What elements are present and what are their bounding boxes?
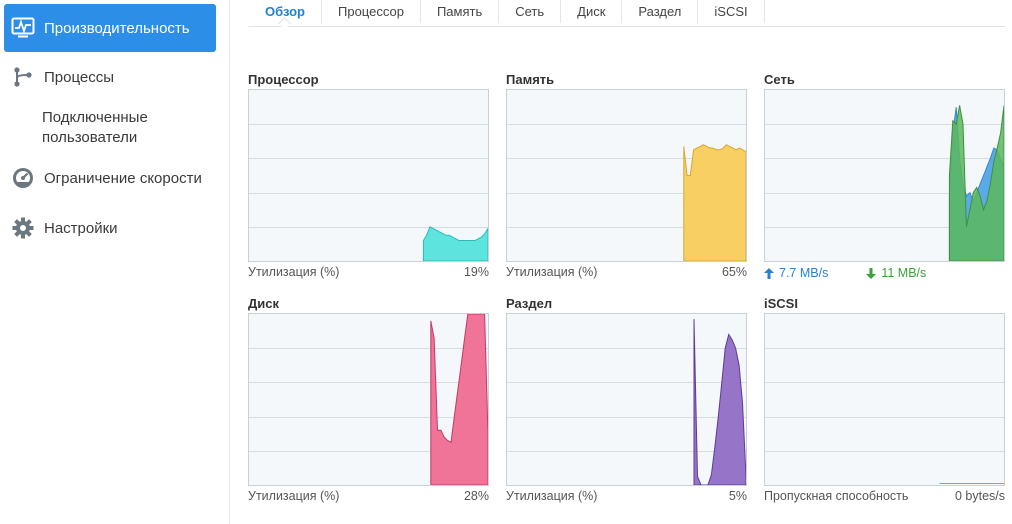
tab-overview[interactable]: Обзор	[249, 0, 322, 23]
tab-disk[interactable]: Диск	[561, 0, 623, 23]
footer-value: 0 bytes/s	[954, 489, 1005, 503]
footer-value: 28%	[463, 489, 489, 503]
cpu-area	[422, 226, 488, 261]
memory-chart-svg	[507, 124, 746, 261]
footer-value: 19%	[463, 265, 489, 279]
sidebar-item-label: Настройки	[44, 219, 118, 237]
memory-chart	[506, 89, 747, 262]
main-content: Обзор Процессор Память Сеть Диск Раздел …	[231, 0, 1012, 524]
cpu-chart	[248, 89, 489, 262]
tab-network[interactable]: Сеть	[499, 0, 562, 23]
disk-chart-svg	[249, 314, 488, 485]
panel-footer: Утилизация (%) 19%	[248, 265, 489, 281]
panel-footer: Утилизация (%) 5%	[506, 489, 747, 505]
memory-area	[683, 144, 746, 261]
network-chart	[764, 89, 1005, 262]
upload-rate: 7.7 MB/s	[764, 265, 828, 281]
network-chart-svg	[765, 105, 1004, 261]
sidebar: Производительность Процессы Подключенные…	[0, 0, 230, 524]
speedometer-icon	[10, 165, 36, 191]
iscsi-chart-svg	[765, 348, 1004, 484]
panel-footer: Утилизация (%) 65%	[506, 265, 747, 281]
footer-label: Пропускная способность	[764, 489, 909, 503]
tab-volume[interactable]: Раздел	[622, 0, 699, 23]
panel-title: Процессор	[248, 72, 319, 87]
footer-label: Утилизация (%)	[248, 489, 340, 503]
panel-title: Память	[506, 72, 555, 87]
panel-title: iSCSI	[764, 296, 798, 311]
panel-title: Диск	[248, 296, 279, 311]
download-rate: 11 MB/s	[866, 265, 926, 281]
sidebar-item-label: Процессы	[44, 68, 115, 86]
footer-value: 5%	[728, 489, 747, 503]
footer-label: Утилизация (%)	[506, 265, 598, 279]
sidebar-item-connected-users[interactable]: Подключенные пользователи	[42, 109, 148, 146]
tab-iscsi[interactable]: iSCSI	[698, 0, 765, 23]
volume-chart-svg	[507, 319, 746, 485]
upload-arrow-icon	[764, 267, 774, 279]
volume-area	[693, 319, 746, 485]
panel-footer: 7.7 MB/s 11 MB/s	[764, 265, 1005, 281]
panel-title: Раздел	[506, 296, 553, 311]
performance-monitor-icon	[10, 15, 36, 41]
process-tree-icon	[10, 64, 36, 90]
tab-bar: Обзор Процессор Память Сеть Диск Раздел …	[249, 0, 1005, 27]
iscsi-chart	[764, 313, 1005, 486]
footer-label: Утилизация (%)	[506, 489, 598, 503]
cpu-chart-svg	[249, 124, 488, 261]
footer-value: 65%	[721, 265, 747, 279]
disk-chart	[248, 313, 489, 486]
panel-title: Сеть	[764, 72, 795, 87]
panel-footer: Пропускная способность 0 bytes/s	[764, 489, 1005, 505]
tab-memory[interactable]: Память	[421, 0, 500, 23]
network-download-area	[948, 105, 1004, 261]
gear-icon	[10, 215, 36, 241]
panel-footer: Утилизация (%) 28%	[248, 489, 489, 505]
sidebar-item-label: Ограничение скорости	[44, 169, 202, 187]
download-arrow-icon	[866, 267, 877, 279]
sidebar-item-settings[interactable]: Настройки	[4, 214, 216, 242]
footer-label: Утилизация (%)	[248, 265, 340, 279]
sidebar-item-processes[interactable]: Процессы	[4, 63, 216, 91]
sidebar-item-performance[interactable]: Производительность	[4, 4, 216, 52]
sidebar-item-label: Производительность	[44, 19, 190, 37]
volume-chart	[506, 313, 747, 486]
disk-area	[430, 314, 488, 485]
sidebar-item-speed-limit[interactable]: Ограничение скорости	[4, 164, 216, 192]
tab-cpu[interactable]: Процессор	[322, 0, 421, 23]
